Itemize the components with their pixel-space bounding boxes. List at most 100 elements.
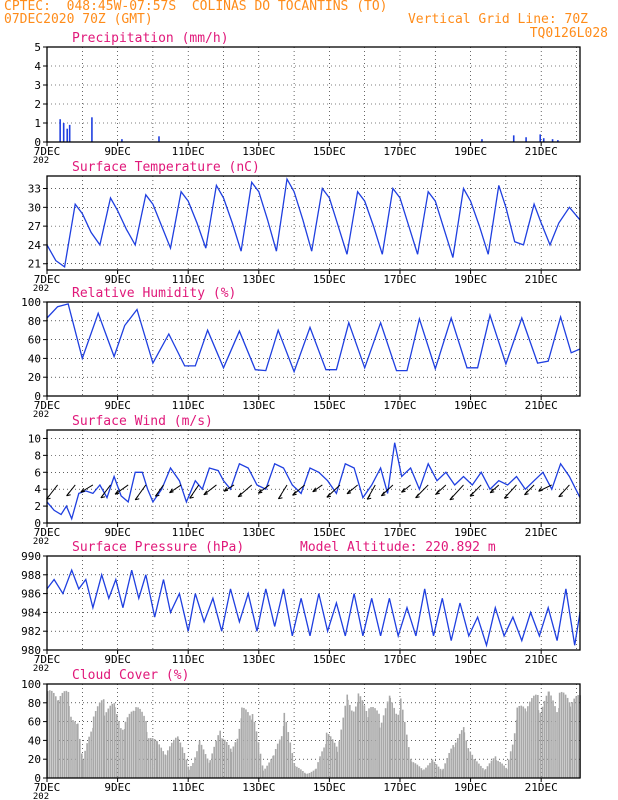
cloud-bar bbox=[423, 769, 425, 778]
y-tick-label: 0 bbox=[34, 390, 41, 403]
cloud-bar bbox=[259, 753, 262, 778]
wind-arrow-head bbox=[278, 497, 283, 500]
cloud-bar bbox=[577, 695, 580, 778]
x-tick-label: 15DEC bbox=[313, 399, 346, 412]
x-year-label: 202 bbox=[33, 664, 49, 674]
cloud-bar bbox=[141, 711, 143, 778]
x-tick-label: 15DEC bbox=[313, 145, 346, 158]
panel-annotation: Model Altitude: 220.892 m bbox=[300, 540, 496, 555]
wind-arrow-head bbox=[189, 496, 194, 499]
cloud-bar bbox=[312, 770, 315, 778]
cloud-bar bbox=[300, 769, 302, 778]
cloud-bar bbox=[421, 770, 423, 778]
wind-arrow-head bbox=[326, 492, 331, 498]
cloud-bar bbox=[86, 743, 88, 778]
cloud-bar bbox=[550, 695, 552, 778]
cloud-bar bbox=[554, 706, 556, 778]
panel-frame bbox=[46, 683, 581, 779]
cloud-bar bbox=[137, 707, 139, 778]
cloud-bar bbox=[575, 696, 578, 778]
precip-bar bbox=[121, 139, 123, 142]
cloud-bar bbox=[511, 744, 514, 778]
cloud-bar bbox=[458, 733, 461, 778]
wind-arrow bbox=[80, 484, 94, 493]
wind-arrow-head bbox=[449, 495, 454, 501]
cloud-bar bbox=[49, 690, 51, 778]
cloud-bar bbox=[245, 709, 247, 778]
cloud-bar bbox=[556, 712, 558, 778]
cloud-bar bbox=[507, 759, 510, 778]
cloud-bar bbox=[395, 713, 397, 778]
cloud-bar bbox=[194, 757, 196, 778]
cloud-bar bbox=[255, 731, 258, 778]
cloud-bar bbox=[209, 760, 211, 778]
cloud-bar bbox=[88, 736, 90, 778]
precip-bar bbox=[91, 117, 93, 142]
cloud-bar bbox=[340, 729, 343, 778]
x-tick-label: 19DEC bbox=[454, 526, 487, 539]
y-tick-label: 984 bbox=[21, 606, 41, 619]
cloud-bar bbox=[518, 705, 521, 778]
cloud-bar bbox=[465, 740, 468, 778]
cloud-bar bbox=[135, 707, 137, 778]
wind-arrow-head bbox=[223, 486, 228, 492]
cloud-bar bbox=[548, 691, 550, 778]
cloud-bar bbox=[268, 762, 270, 778]
y-tick-label: 980 bbox=[21, 644, 41, 657]
cloud-bar bbox=[342, 717, 345, 778]
wind-arrow-head bbox=[155, 494, 160, 497]
panel-frame bbox=[46, 175, 581, 271]
rh-series-line bbox=[46, 303, 581, 374]
cloud-bar bbox=[323, 747, 325, 778]
cloud-bar bbox=[427, 765, 429, 778]
cloud-bar bbox=[92, 716, 95, 778]
cloud-bar bbox=[552, 700, 554, 778]
cloud-bar bbox=[482, 768, 484, 778]
y-tick-label: 0 bbox=[34, 136, 41, 149]
cloud-bar bbox=[55, 696, 57, 778]
x-tick-label: 9DEC bbox=[104, 781, 131, 794]
cloud-bar bbox=[160, 747, 163, 778]
cloud-bar bbox=[47, 691, 49, 778]
panel-temp: Surface Temperature (nC) 21 24 27 30 33 7DEC 9D… bbox=[28, 160, 581, 294]
y-tick-label: 30 bbox=[28, 201, 41, 214]
y-tick-label: 27 bbox=[28, 220, 41, 233]
cloud-bar bbox=[399, 698, 402, 778]
wind-arrow bbox=[257, 484, 270, 494]
wind-arrow-head bbox=[538, 486, 543, 492]
cloud-bar bbox=[416, 764, 419, 778]
cloud-bar bbox=[122, 729, 124, 778]
cloud-bar bbox=[221, 738, 224, 778]
panel-precip: Precipitation (mm/h) 0 1 2 3 4 5 7DEC 9DEC 11DEC 1… bbox=[33, 31, 581, 166]
cloud-bar bbox=[327, 734, 330, 778]
y-tick-label: 2 bbox=[34, 500, 41, 513]
cloud-bar bbox=[198, 740, 201, 778]
wind-arrow-head bbox=[80, 490, 85, 493]
y-tick-label: 20 bbox=[28, 371, 41, 384]
cloud-bar bbox=[537, 710, 540, 778]
cloud-bar bbox=[118, 721, 120, 778]
panel-cloud: Cloud Cover (%) 0 20 40 60 80 100 7DEC 9DEC 11DEC… bbox=[21, 668, 582, 800]
precip-bar bbox=[68, 124, 71, 142]
wind-arrow-head bbox=[366, 494, 371, 500]
y-tick-label: 4 bbox=[34, 60, 41, 73]
cloud-bar bbox=[391, 702, 393, 778]
panel-title: Cloud Cover (%) bbox=[72, 668, 189, 683]
x-year-label: 202 bbox=[33, 410, 49, 420]
cloud-bar bbox=[162, 751, 165, 778]
wind-arrow-head bbox=[66, 494, 71, 497]
wind-arrow-head bbox=[504, 496, 509, 499]
x-tick-label: 19DEC bbox=[454, 653, 487, 666]
cloud-bar bbox=[359, 696, 362, 778]
cloud-bar bbox=[156, 741, 159, 778]
cloud-bar bbox=[349, 704, 351, 778]
wind-arrow-head bbox=[114, 489, 119, 495]
x-tick-label: 19DEC bbox=[454, 273, 487, 286]
cloud-bar bbox=[158, 744, 161, 778]
precip-bar bbox=[62, 123, 65, 142]
y-tick-label: 8 bbox=[34, 449, 41, 462]
header-grid-line-info: Vertical Grid Line: 70Z bbox=[407, 12, 588, 27]
wind-arrow-head bbox=[449, 498, 455, 501]
wind-arrow-head bbox=[415, 493, 420, 499]
precip-bar bbox=[481, 139, 483, 142]
